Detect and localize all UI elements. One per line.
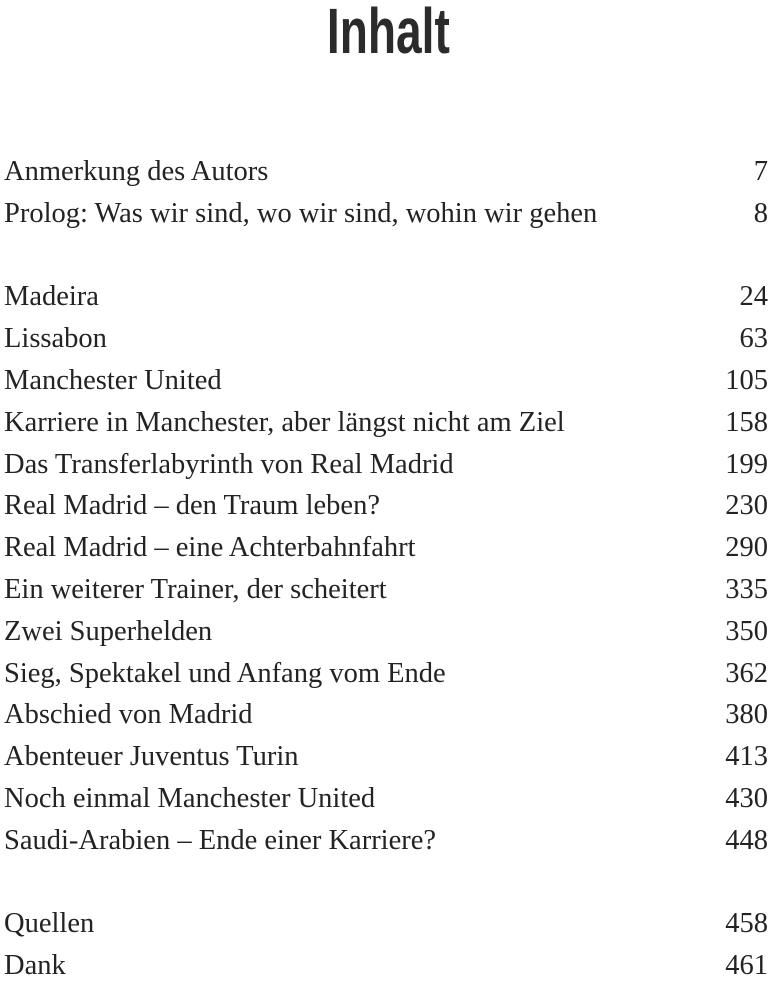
- entry-title: Quellen: [4, 908, 95, 940]
- toc-entry: Prolog: Was wir sind, wo wir sind, wohin…: [4, 193, 768, 235]
- entry-page: 230: [725, 490, 768, 522]
- entry-page: 350: [725, 615, 768, 647]
- toc-entry: Sieg, Spektakel und Anfang vom Ende 362: [4, 653, 768, 695]
- toc-entry: Lissabon 63: [4, 318, 768, 360]
- page-title: Inhalt: [326, 0, 450, 67]
- entry-title: Zwei Superhelden: [4, 615, 213, 647]
- toc-entry: Dank 461: [4, 945, 768, 987]
- toc-entry: Real Madrid – eine Achterbahnfahrt 290: [4, 527, 768, 569]
- entry-page: 461: [725, 950, 768, 982]
- toc-entry: Quellen 458: [4, 903, 768, 945]
- entry-page: 105: [725, 365, 768, 396]
- toc-entry: Abschied von Madrid 380: [4, 694, 768, 736]
- entry-page: 158: [725, 406, 768, 438]
- toc-entry: Manchester United 105: [4, 360, 768, 402]
- entry-title: Sieg, Spektakel und Anfang vom Ende: [4, 657, 446, 689]
- entry-title: Manchester United: [4, 365, 222, 396]
- toc-entry: Real Madrid – den Traum leben? 230: [4, 485, 768, 527]
- entry-page: 430: [725, 783, 768, 814]
- entry-title: Saudi-Arabien – Ende einer Karriere?: [4, 824, 437, 856]
- toc-entry: Madeira 24: [4, 276, 768, 318]
- entry-page: 8: [753, 197, 768, 229]
- toc-entry: Zwei Superhelden 350: [4, 611, 768, 653]
- entry-title: Prolog: Was wir sind, wo wir sind, wohin…: [4, 197, 598, 229]
- entry-page: 413: [725, 741, 768, 773]
- toc-entry: Abenteuer Juventus Turin 413: [4, 736, 768, 778]
- entry-page: 290: [725, 532, 768, 564]
- entry-title: Dank: [4, 950, 66, 982]
- entry-page: 335: [725, 574, 768, 605]
- entry-page: 380: [725, 699, 768, 731]
- entry-title: Ein weiterer Trainer, der scheitert: [4, 574, 387, 605]
- entry-title: Abschied von Madrid: [4, 699, 253, 731]
- toc-entry: Anmerkung des Autors 7: [4, 151, 768, 193]
- entry-page: 24: [739, 281, 769, 313]
- toc-entry: Saudi-Arabien – Ende einer Karriere? 448: [4, 820, 768, 862]
- entry-title: Real Madrid – den Traum leben?: [4, 490, 380, 522]
- entry-title: Anmerkung des Autors: [4, 156, 269, 187]
- toc-entry: Karriere in Manchester, aber längst nich…: [4, 402, 768, 444]
- entry-title: Karriere in Manchester, aber längst nich…: [4, 406, 565, 438]
- entry-page: 448: [725, 824, 768, 856]
- entry-page: 199: [725, 448, 768, 480]
- entry-title: Noch einmal Manchester United: [4, 783, 376, 814]
- entry-title: Das Transferlabyrinth von Real Madrid: [4, 448, 454, 480]
- entry-title: Real Madrid – eine Achterbahnfahrt: [4, 532, 416, 564]
- entry-page: 362: [725, 657, 768, 689]
- toc-entry: Ein weiterer Trainer, der scheitert 335: [4, 569, 768, 611]
- entry-page: 7: [753, 156, 768, 187]
- toc-entry: Das Transferlabyrinth von Real Madrid 199: [4, 444, 768, 486]
- entry-page: 458: [725, 908, 768, 940]
- entry-title: Abenteuer Juventus Turin: [4, 741, 299, 773]
- entry-page: 63: [739, 323, 769, 355]
- entry-title: Lissabon: [4, 323, 107, 355]
- toc-entry: Noch einmal Manchester United 430: [4, 778, 768, 820]
- entry-title: Madeira: [4, 281, 99, 313]
